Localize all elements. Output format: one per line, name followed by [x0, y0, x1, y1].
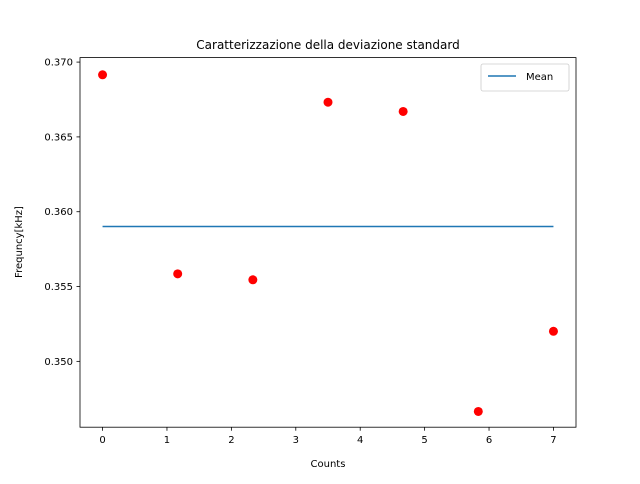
x-tick-label-5: 5: [421, 435, 427, 446]
data-point-4: [398, 106, 408, 116]
y-tick-label-4: 0.370: [44, 58, 73, 69]
x-tick-label-2: 2: [228, 435, 234, 446]
legend: Mean: [480, 63, 570, 92]
x-tick-label-0: 0: [99, 435, 105, 446]
y-tick-label-3: 0.365: [44, 132, 73, 143]
data-point-3: [323, 97, 333, 107]
y-axis-ticks: 0.350 0.355 0.360 0.365 0.370: [44, 58, 80, 368]
y-tick-label-0: 0.350: [44, 357, 73, 368]
data-point-0: [98, 70, 108, 80]
data-point-1: [173, 269, 183, 279]
y-tick-label-1: 0.355: [44, 282, 73, 293]
plot-frame: [79, 57, 577, 428]
x-axis-ticks: 0 1 2 3 4 5 6 7: [99, 427, 557, 446]
x-tick-label-1: 1: [164, 435, 170, 446]
x-tick-label-7: 7: [550, 435, 556, 446]
x-tick-label-4: 4: [357, 435, 363, 446]
legend-box: [480, 63, 570, 92]
x-axis-label: Counts: [311, 459, 346, 470]
x-tick-label-6: 6: [486, 435, 492, 446]
y-tick-label-2: 0.360: [44, 207, 73, 218]
y-axis-label: Frequncy[kHz]: [14, 206, 25, 278]
legend-label-mean: Mean: [526, 72, 553, 83]
plot-content: [98, 70, 558, 416]
x-tick-label-3: 3: [293, 435, 299, 446]
data-point-2: [248, 275, 258, 285]
chart-title: Caratterizzazione della deviazione stand…: [196, 38, 459, 52]
data-point-6: [548, 326, 558, 336]
data-point-5: [473, 406, 483, 416]
